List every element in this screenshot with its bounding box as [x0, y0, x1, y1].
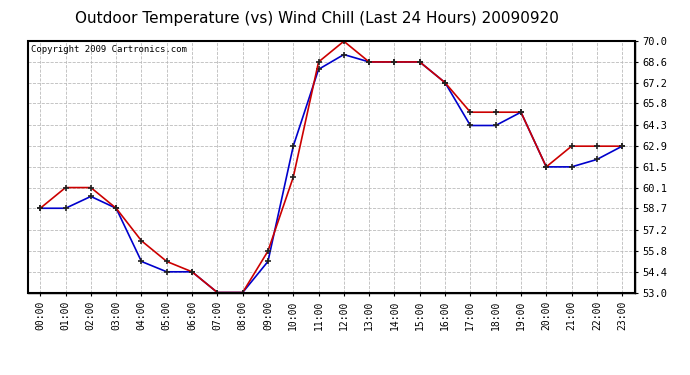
Text: Copyright 2009 Cartronics.com: Copyright 2009 Cartronics.com [30, 45, 186, 54]
Text: Outdoor Temperature (vs) Wind Chill (Last 24 Hours) 20090920: Outdoor Temperature (vs) Wind Chill (Las… [75, 11, 560, 26]
